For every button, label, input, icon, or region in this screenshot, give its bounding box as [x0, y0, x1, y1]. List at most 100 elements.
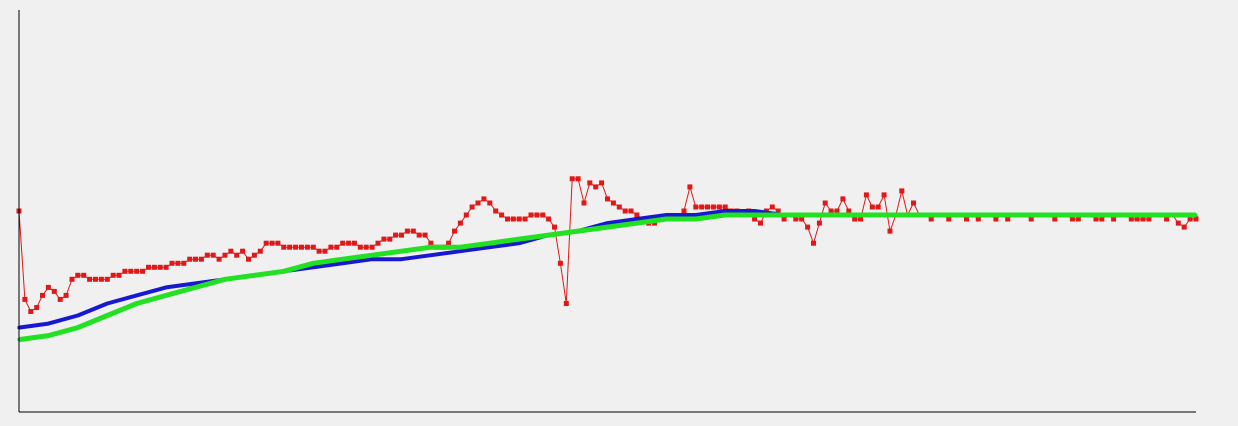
data-point-raw: [469, 204, 475, 210]
data-point-raw: [505, 216, 510, 222]
data-point-raw: [975, 216, 981, 222]
data-point-smooth: [194, 281, 197, 285]
data-point-raw: [122, 268, 128, 274]
data-point-smooth: [400, 257, 403, 261]
data-point-trend: [723, 213, 727, 217]
data-point-raw: [351, 240, 357, 246]
data-point-raw: [51, 288, 57, 294]
data-point-raw: [169, 260, 175, 266]
data-point-raw: [216, 256, 222, 262]
data-point-trend: [1135, 213, 1139, 217]
data-point-raw: [193, 256, 198, 262]
data-point-raw: [605, 196, 610, 202]
data-point-trend: [664, 217, 668, 221]
data-point-raw: [393, 232, 399, 238]
data-point-smooth: [606, 221, 609, 225]
data-point-trend: [547, 233, 551, 237]
data-point-raw: [304, 244, 310, 250]
data-point-raw: [840, 196, 846, 202]
data-point-raw: [705, 204, 710, 210]
data-point-raw: [446, 240, 452, 246]
series-trend: [17, 212, 1198, 343]
data-point-raw: [181, 260, 187, 266]
data-point-smooth: [105, 302, 109, 305]
data-point-raw: [322, 248, 328, 254]
data-point-smooth: [429, 253, 433, 257]
data-point-raw: [299, 244, 304, 250]
data-point-smooth: [164, 285, 168, 289]
data-point-raw: [63, 292, 69, 298]
data-point-trend: [1106, 213, 1110, 217]
series-line-trend: [18, 212, 1196, 343]
data-point-raw: [452, 228, 457, 234]
data-point-smooth: [517, 241, 521, 245]
data-point-raw: [98, 276, 104, 282]
data-point-raw: [187, 256, 193, 262]
data-point-raw: [228, 248, 234, 254]
data-point-trend: [841, 213, 845, 217]
data-point-trend: [1047, 213, 1051, 217]
data-point-raw: [1164, 216, 1170, 222]
data-point-raw: [716, 204, 722, 210]
data-point-trend: [488, 241, 492, 245]
data-point-raw: [134, 268, 140, 274]
data-point-raw: [946, 216, 952, 222]
data-point-trend: [105, 314, 109, 317]
data-point-raw: [387, 236, 393, 242]
data-point-raw: [510, 216, 516, 222]
data-point-raw: [363, 244, 369, 250]
data-point-raw: [816, 220, 822, 226]
data-point-raw: [269, 240, 275, 246]
data-point-raw: [369, 244, 375, 250]
data-point-raw: [534, 212, 540, 218]
data-point-smooth: [488, 245, 492, 249]
data-point-raw: [1028, 216, 1034, 222]
data-point-raw: [263, 240, 269, 246]
data-point-raw: [858, 216, 864, 222]
data-point-trend: [753, 213, 757, 217]
data-point-smooth: [370, 257, 374, 261]
data-point-raw: [146, 264, 151, 270]
data-point-raw: [769, 204, 775, 210]
data-point-trend: [606, 225, 609, 229]
data-point-raw: [40, 292, 45, 298]
data-point-raw: [805, 224, 811, 230]
data-point-raw: [563, 301, 569, 306]
data-point-raw: [328, 244, 334, 250]
data-point-raw: [1146, 216, 1152, 222]
data-point-raw: [1134, 216, 1140, 222]
data-point-raw: [863, 192, 869, 198]
data-point-smooth: [311, 265, 315, 269]
data-point-smooth: [135, 293, 139, 297]
data-point-trend: [959, 213, 963, 217]
data-point-trend: [1076, 213, 1080, 217]
data-point-raw: [357, 244, 363, 250]
data-point-raw: [822, 200, 828, 206]
data-point-smooth: [664, 213, 668, 217]
data-point-raw: [34, 305, 40, 310]
data-point-raw: [234, 252, 240, 258]
data-point-raw: [781, 216, 787, 222]
data-point-raw: [569, 176, 575, 182]
data-point-raw: [422, 232, 428, 238]
data-point-raw: [198, 256, 204, 262]
data-point-raw: [887, 228, 893, 234]
data-point-raw: [899, 188, 905, 194]
data-point-raw: [375, 240, 381, 246]
data-point-raw: [1075, 216, 1081, 222]
data-point-raw: [204, 252, 210, 258]
data-point-trend: [341, 257, 345, 261]
data-point-trend: [252, 273, 256, 277]
data-point-raw: [528, 212, 534, 218]
data-point-raw: [93, 276, 98, 282]
data-point-raw: [104, 276, 110, 282]
data-point-raw: [287, 244, 293, 250]
data-point-raw: [516, 216, 522, 222]
data-point-raw: [175, 260, 181, 266]
data-point-trend: [1194, 213, 1198, 217]
series-raw: [16, 176, 1199, 314]
data-point-trend: [812, 213, 815, 217]
data-point-raw: [116, 272, 122, 278]
data-point-trend: [458, 245, 462, 249]
